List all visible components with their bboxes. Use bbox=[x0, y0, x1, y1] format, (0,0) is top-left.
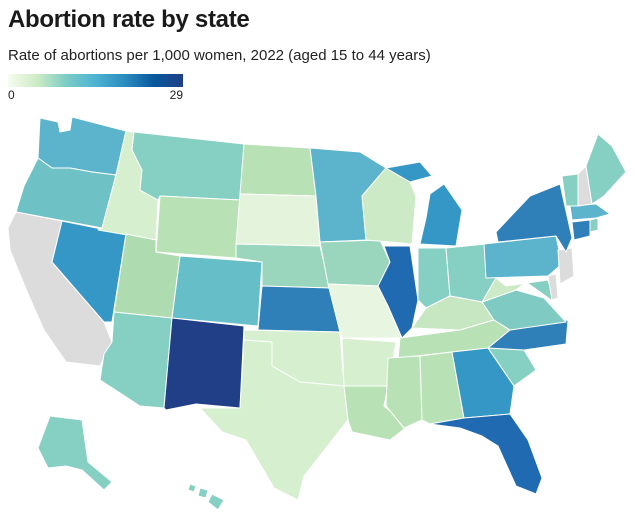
state-north-carolina[interactable] bbox=[487, 319, 569, 351]
state-pennsylvania[interactable] bbox=[483, 235, 563, 279]
state-montana[interactable] bbox=[131, 131, 245, 201]
legend-min-label: 0 bbox=[8, 88, 15, 102]
state-arizona[interactable] bbox=[99, 311, 173, 409]
state-colorado[interactable] bbox=[171, 255, 263, 327]
state-kansas[interactable] bbox=[257, 285, 341, 333]
state-alaska[interactable] bbox=[37, 415, 113, 491]
legend-max-label: 29 bbox=[169, 88, 183, 102]
state-georgia[interactable] bbox=[451, 347, 515, 419]
state-wyoming[interactable] bbox=[155, 195, 241, 259]
state-new-jersey[interactable] bbox=[557, 247, 575, 285]
state-hawaii[interactable] bbox=[187, 483, 225, 511]
state-iowa[interactable] bbox=[319, 239, 391, 287]
state-mississippi[interactable] bbox=[385, 355, 423, 429]
state-maryland[interactable] bbox=[505, 279, 555, 303]
map-subtitle: Rate of abortions per 1,000 women, 2022 … bbox=[8, 47, 431, 64]
state-south-dakota[interactable] bbox=[235, 193, 321, 247]
state-north-dakota[interactable] bbox=[239, 143, 317, 197]
state-delaware[interactable] bbox=[547, 273, 559, 301]
us-choropleth-map bbox=[7, 116, 627, 511]
color-legend: 0 29 bbox=[8, 74, 183, 103]
state-washington[interactable] bbox=[37, 116, 127, 176]
state-vermont[interactable] bbox=[561, 173, 579, 207]
state-rhode-island[interactable] bbox=[589, 217, 599, 233]
state-new-york[interactable] bbox=[495, 183, 573, 253]
state-texas[interactable] bbox=[199, 339, 349, 501]
state-florida[interactable] bbox=[429, 413, 543, 495]
state-maine[interactable] bbox=[585, 133, 627, 205]
state-connecticut[interactable] bbox=[571, 219, 591, 241]
legend-gradient-bar bbox=[8, 74, 183, 87]
state-new-mexico[interactable] bbox=[163, 317, 245, 411]
state-michigan[interactable] bbox=[385, 161, 463, 247]
map-title: Abortion rate by state bbox=[8, 6, 250, 33]
